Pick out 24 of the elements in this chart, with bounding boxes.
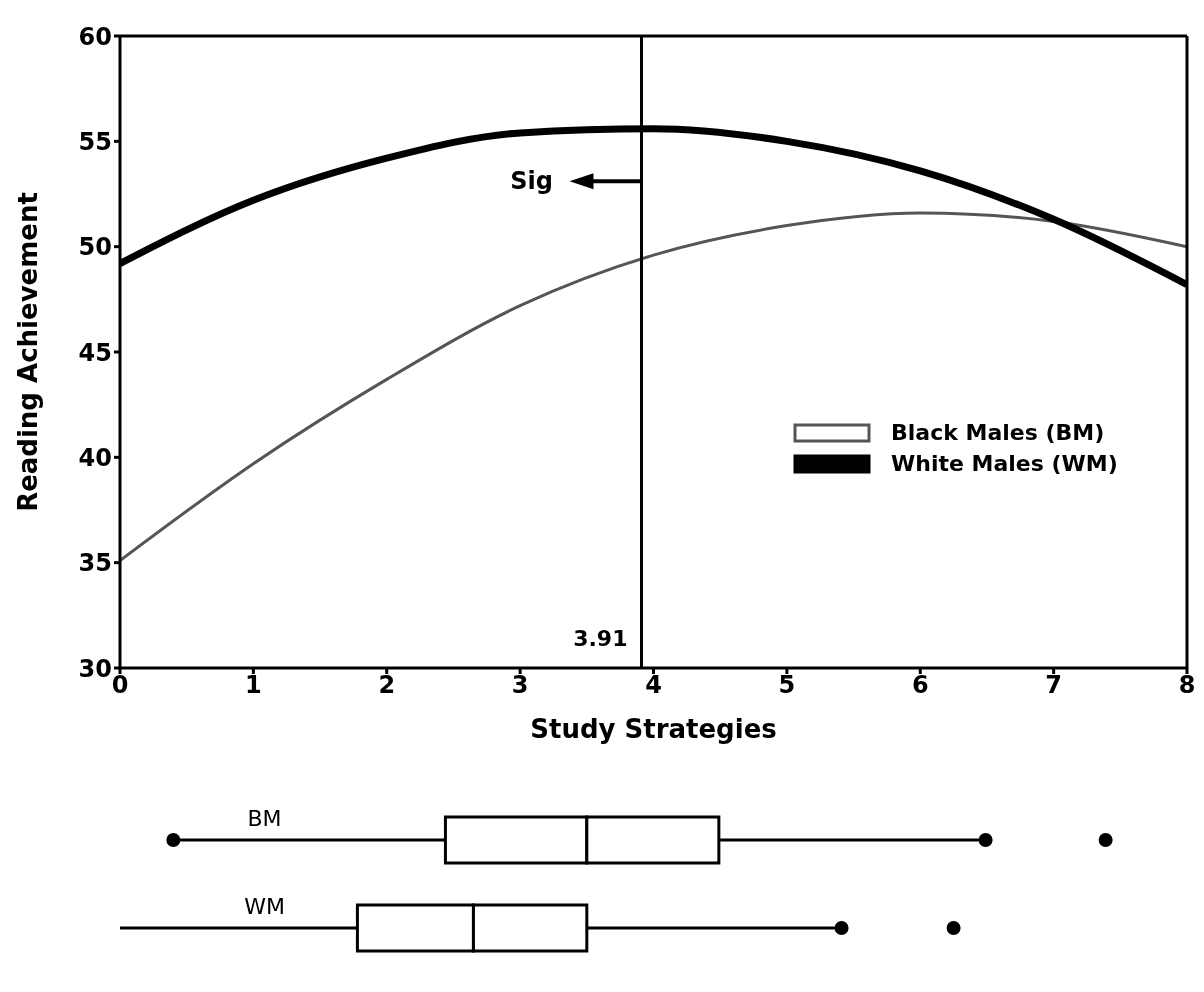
x-tick-label: 7 [1045, 671, 1062, 700]
ref-line-label: 3.91 [573, 626, 628, 651]
legend-label: White Males (WM) [891, 451, 1118, 476]
y-tick-label: 55 [78, 127, 112, 156]
y-tick-label: BM [247, 806, 282, 831]
x-tick-label: 1 [245, 671, 262, 700]
y-tick-label: 35 [78, 549, 112, 578]
y-tick-label: 60 [78, 22, 112, 51]
x-tick-label: 5 [778, 671, 796, 700]
y-tick-label: WM [244, 894, 285, 919]
x-tick-label: 3 [511, 671, 529, 700]
annotation: Sig [510, 167, 553, 196]
y-tick-label: 45 [78, 338, 112, 367]
legend-label: Black Males (BM) [891, 420, 1105, 445]
x-tick-label: 4 [645, 671, 662, 700]
x-tick-label: 0 [111, 671, 129, 700]
y-tick-label: 40 [78, 443, 112, 472]
x-tick-label: 8 [1178, 671, 1196, 700]
y-tick-label: 30 [78, 654, 112, 683]
x-tick-label: 2 [378, 671, 396, 700]
x-axis-title: Study Strategies [530, 714, 777, 744]
x-tick-label: 6 [911, 671, 929, 700]
y-tick-label: 50 [78, 233, 112, 262]
y-axis-title: Reading Achievement [13, 192, 44, 512]
